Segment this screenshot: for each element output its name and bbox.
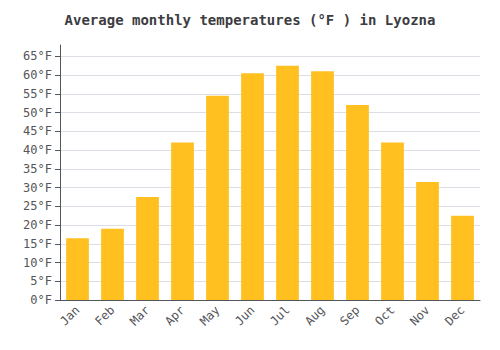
svg-text:55°F: 55°F [23, 87, 52, 101]
svg-text:Jun: Jun [232, 303, 257, 328]
svg-text:Jan: Jan [57, 303, 82, 328]
svg-text:Mar: Mar [127, 303, 152, 328]
svg-text:Oct: Oct [372, 303, 397, 328]
svg-text:May: May [197, 303, 222, 328]
svg-text:60°F: 60°F [23, 68, 52, 82]
svg-text:Average monthly temperatures (: Average monthly temperatures (°F ) in Ly… [65, 12, 436, 28]
svg-text:25°F: 25°F [23, 199, 52, 213]
svg-text:Sep: Sep [337, 303, 362, 328]
svg-text:Nov: Nov [407, 303, 432, 328]
svg-text:Jul: Jul [267, 303, 292, 328]
svg-text:5°F: 5°F [30, 274, 52, 288]
svg-text:20°F: 20°F [23, 218, 52, 232]
svg-text:10°F: 10°F [23, 256, 52, 270]
svg-text:Apr: Apr [162, 303, 187, 328]
svg-text:Dec: Dec [442, 303, 467, 328]
svg-text:50°F: 50°F [23, 106, 52, 120]
svg-text:40°F: 40°F [23, 143, 52, 157]
svg-text:15°F: 15°F [23, 237, 52, 251]
svg-text:Feb: Feb [92, 303, 117, 328]
svg-text:45°F: 45°F [23, 124, 52, 138]
svg-text:0°F: 0°F [30, 293, 52, 307]
svg-text:65°F: 65°F [23, 49, 52, 63]
svg-text:Aug: Aug [302, 303, 327, 328]
svg-text:30°F: 30°F [23, 181, 52, 195]
svg-text:35°F: 35°F [23, 162, 52, 176]
